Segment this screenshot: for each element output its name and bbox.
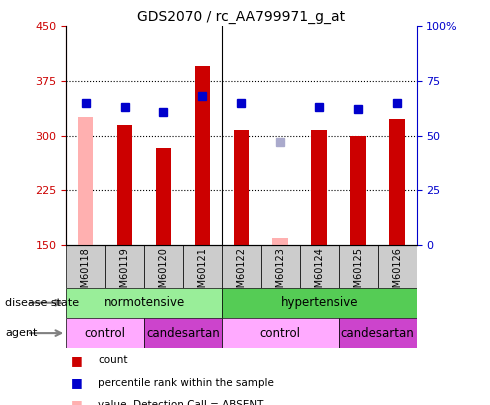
Text: GSM60122: GSM60122	[236, 247, 246, 300]
Bar	[378, 245, 416, 288]
Text: control: control	[260, 326, 301, 340]
Bar	[222, 245, 261, 288]
Bar	[389, 119, 405, 245]
Text: percentile rank within the sample: percentile rank within the sample	[98, 378, 274, 388]
Text: GSM60123: GSM60123	[275, 247, 285, 300]
Bar	[222, 288, 416, 318]
Text: hypertensive: hypertensive	[280, 296, 358, 309]
Text: ■: ■	[71, 376, 83, 389]
Text: GSM60125: GSM60125	[353, 247, 363, 300]
Bar	[272, 238, 288, 245]
Text: control: control	[85, 326, 125, 340]
Text: ■: ■	[71, 399, 83, 405]
Text: normotensive: normotensive	[103, 296, 185, 309]
Bar	[350, 136, 366, 245]
Text: GSM60124: GSM60124	[314, 247, 324, 300]
Text: GSM60118: GSM60118	[81, 247, 91, 300]
Text: candesartan: candesartan	[341, 326, 415, 340]
Text: value, Detection Call = ABSENT: value, Detection Call = ABSENT	[98, 400, 264, 405]
Bar	[261, 245, 300, 288]
Text: agent: agent	[5, 328, 37, 338]
Bar	[66, 245, 105, 288]
Bar	[311, 130, 327, 245]
Bar	[117, 125, 132, 245]
Bar	[66, 318, 144, 348]
Text: GSM60121: GSM60121	[197, 247, 207, 300]
Text: count: count	[98, 356, 127, 365]
Bar	[144, 245, 183, 288]
Bar	[222, 318, 339, 348]
Bar	[144, 318, 222, 348]
Bar	[339, 318, 416, 348]
Text: GSM60119: GSM60119	[120, 247, 129, 300]
Bar	[234, 130, 249, 245]
Text: candesartan: candesartan	[146, 326, 220, 340]
Text: ■: ■	[71, 354, 83, 367]
Text: GSM60120: GSM60120	[158, 247, 169, 300]
Bar	[339, 245, 378, 288]
Bar	[105, 245, 144, 288]
Bar	[300, 245, 339, 288]
Bar	[195, 66, 210, 245]
Title: GDS2070 / rc_AA799971_g_at: GDS2070 / rc_AA799971_g_at	[137, 10, 345, 24]
Text: GSM60126: GSM60126	[392, 247, 402, 300]
Bar	[156, 148, 171, 245]
Text: disease state: disease state	[5, 298, 79, 308]
Bar	[78, 117, 94, 245]
Bar	[183, 245, 222, 288]
Bar	[66, 288, 222, 318]
